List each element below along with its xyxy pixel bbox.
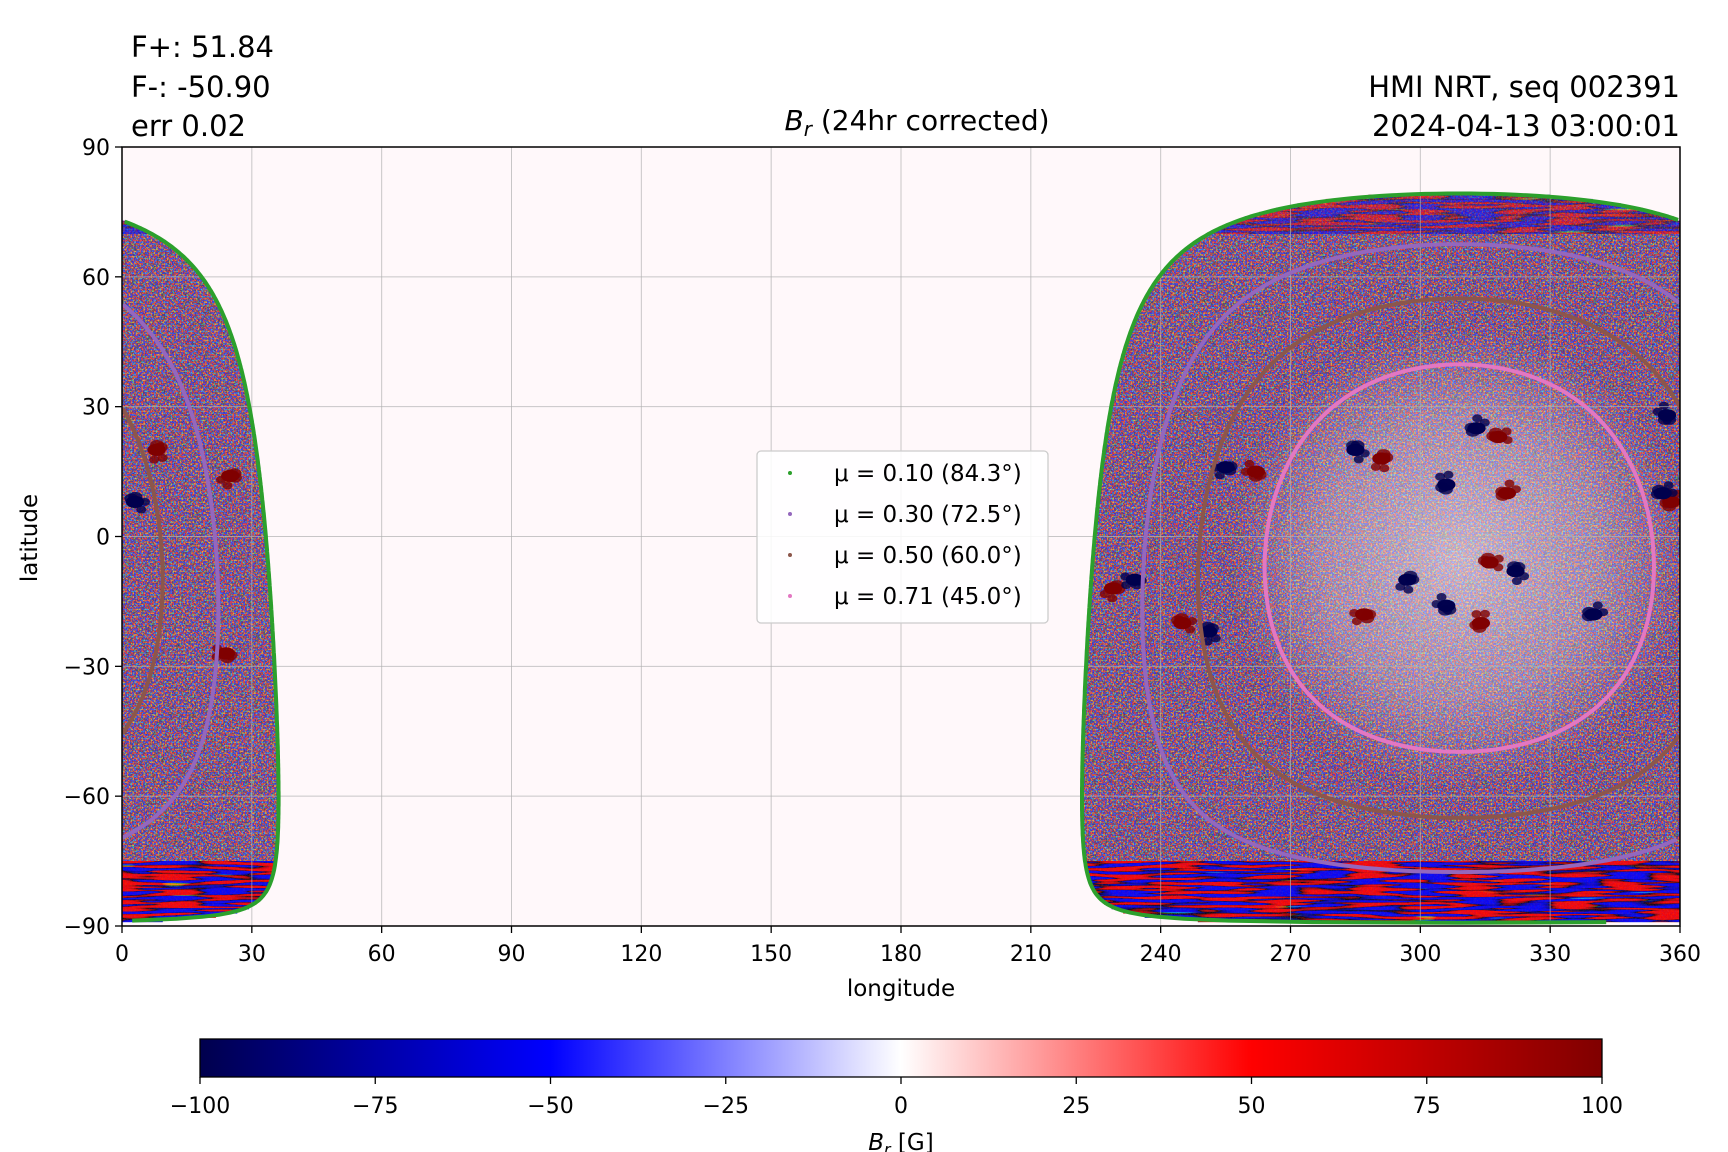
x-axis-label: longitude bbox=[847, 976, 955, 1002]
active-region-neg bbox=[124, 491, 150, 514]
legend-label: μ = 0.30 (72.5°) bbox=[834, 502, 1022, 528]
legend-label: μ = 0.71 (45.0°) bbox=[834, 584, 1022, 610]
x-tick-label: 150 bbox=[750, 942, 792, 967]
legend-marker bbox=[788, 512, 792, 516]
active-region-pos bbox=[1486, 427, 1513, 445]
x-tick-label: 210 bbox=[1010, 942, 1052, 967]
chart-title-symbol: B bbox=[784, 104, 803, 137]
x-tick-label: 30 bbox=[238, 942, 266, 967]
active-region-pos bbox=[147, 440, 168, 464]
colorbar-label-subscript: r bbox=[884, 1140, 892, 1152]
observation-time-text: 2024-04-13 03:00:01 bbox=[1372, 109, 1680, 143]
source-sequence-text: HMI NRT, seq 002391 bbox=[1368, 70, 1680, 104]
mu-contour-0-71 bbox=[1262, 362, 1656, 754]
mu-contour-0-1 bbox=[123, 191, 1679, 925]
y-tick-label: 30 bbox=[82, 396, 110, 421]
active-region-pos bbox=[216, 468, 242, 490]
chart-title: Br (24hr corrected) bbox=[784, 104, 1049, 141]
active-region-pos bbox=[1099, 580, 1125, 603]
legend-box bbox=[756, 450, 1049, 624]
colorbar-tick-label: 100 bbox=[1581, 1094, 1623, 1119]
active-region-neg bbox=[1199, 621, 1221, 646]
colorbar-tick-label: −100 bbox=[170, 1094, 230, 1119]
colorbar-gradient bbox=[199, 1038, 1603, 1078]
active-region-neg bbox=[1581, 601, 1609, 622]
active-region-pos bbox=[1477, 552, 1504, 572]
y-tick-label: 90 bbox=[82, 136, 110, 161]
colorbar-tick-label: −25 bbox=[703, 1094, 749, 1119]
colorbar: −100 −75 −50 −25 0 25 50 75 100 Br [G] bbox=[170, 1038, 1623, 1152]
active-region-neg bbox=[1435, 470, 1456, 495]
chart-title-rest: (24hr corrected) bbox=[812, 104, 1050, 137]
y-tick-label: 0 bbox=[96, 526, 110, 551]
mu-contour-0-3 bbox=[122, 242, 1680, 875]
flux-negative-text: F-: -50.90 bbox=[131, 70, 271, 104]
active-region-pos bbox=[1370, 449, 1394, 473]
x-tick-label: 360 bbox=[1659, 942, 1701, 967]
disk-center-fade bbox=[1229, 328, 1681, 789]
legend-label: μ = 0.10 (84.3°) bbox=[834, 461, 1022, 487]
active-region-neg bbox=[1506, 561, 1530, 585]
active-region-pos bbox=[1171, 613, 1198, 634]
y-axis-ticks: −90 −60 −30 0 30 60 90 bbox=[64, 136, 122, 940]
x-tick-label: 240 bbox=[1140, 942, 1182, 967]
x-tick-label: 90 bbox=[498, 942, 526, 967]
y-tick-label: −60 bbox=[64, 785, 110, 810]
mu-contours bbox=[122, 191, 1680, 925]
colorbar-tick-label: −75 bbox=[352, 1094, 398, 1119]
active-region-neg bbox=[1210, 461, 1238, 480]
active-region-pos bbox=[1469, 609, 1490, 633]
legend-marker bbox=[788, 471, 792, 475]
y-tick-label: −90 bbox=[64, 915, 110, 940]
x-tick-label: 120 bbox=[620, 942, 662, 967]
active-region-pos bbox=[1240, 459, 1267, 482]
x-tick-label: 0 bbox=[115, 942, 129, 967]
active-region-neg bbox=[1431, 593, 1457, 616]
y-tick-label: 60 bbox=[82, 266, 110, 291]
colorbar-label-rest: [G] bbox=[891, 1130, 934, 1152]
legend-marker bbox=[788, 553, 792, 557]
active-region-neg bbox=[1650, 481, 1678, 500]
active-region-neg bbox=[1464, 414, 1490, 437]
active-region-pos bbox=[211, 644, 238, 664]
colorbar-tick-label: 50 bbox=[1238, 1094, 1266, 1119]
flux-positive-text: F+: 51.84 bbox=[131, 30, 274, 64]
active-region-pos bbox=[1349, 608, 1377, 626]
mu-contour-0-5 bbox=[122, 296, 1680, 820]
active-region-neg bbox=[1652, 401, 1677, 425]
y-tick-label: −30 bbox=[64, 655, 110, 680]
colorbar-tick-label: 0 bbox=[894, 1094, 908, 1119]
flux-error-text: err 0.02 bbox=[131, 109, 246, 143]
x-tick-label: 180 bbox=[880, 942, 922, 967]
colorbar-tick-label: −50 bbox=[527, 1094, 573, 1119]
x-tick-label: 270 bbox=[1270, 942, 1312, 967]
legend-label: μ = 0.50 (60.0°) bbox=[834, 543, 1022, 569]
x-tick-label: 300 bbox=[1399, 942, 1441, 967]
active-region-neg bbox=[1346, 440, 1370, 464]
y-axis-label: latitude bbox=[17, 494, 43, 582]
colorbar-label-symbol: B bbox=[868, 1130, 884, 1152]
active-region-neg bbox=[1395, 570, 1420, 594]
x-tick-label: 330 bbox=[1529, 942, 1571, 967]
colorbar-tick-label: 25 bbox=[1062, 1094, 1090, 1119]
active-region-pos bbox=[1495, 479, 1521, 501]
colorbar-tick-label: 75 bbox=[1413, 1094, 1441, 1119]
legend-marker bbox=[788, 594, 792, 598]
legend: μ = 0.10 (84.3°) μ = 0.30 (72.5°) μ = 0.50… bbox=[756, 450, 1049, 624]
colorbar-label: Br [G] bbox=[868, 1130, 933, 1152]
chart-title-subscript: r bbox=[804, 117, 814, 141]
x-tick-label: 60 bbox=[368, 942, 396, 967]
x-axis-ticks: 0 30 60 90 120 150 180 210 240 270 300 330 360 bbox=[115, 926, 1701, 967]
